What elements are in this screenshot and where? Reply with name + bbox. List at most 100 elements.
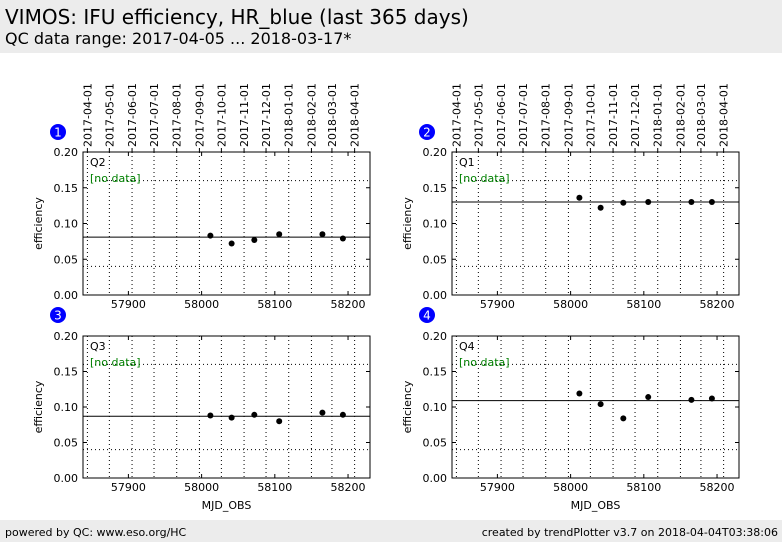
data-point [597, 204, 604, 211]
plot-panel-2: 0.00 0.05 0.10 0.15 0.20 57900 58000 58100 58200… [401, 83, 740, 311]
panel-number-badge [50, 124, 66, 140]
x-tick-label: 58200 [700, 298, 735, 311]
page-title: VIMOS: IFU efficiency, HR_blue (last 365… [5, 5, 469, 29]
date-tick-label: 2017-11-01 [607, 83, 620, 147]
panel-number-badge [419, 124, 435, 140]
date-tick-label: 2017-04-01 [81, 83, 94, 147]
x-axis-label: MJD_OBS [571, 499, 621, 512]
date-tick-label: 2017-08-01 [540, 83, 553, 147]
x-tick-label: 58100 [626, 298, 661, 311]
y-tick-label: 0.00 [423, 472, 448, 485]
date-tick-label: 2017-08-01 [171, 83, 184, 147]
y-tick-label: 0.05 [54, 253, 79, 266]
x-tick-label: 58000 [184, 298, 219, 311]
x-tick-label: 58200 [331, 298, 366, 311]
y-axis-label: efficiency [32, 197, 45, 250]
y-tick-label: 0.10 [423, 401, 448, 414]
date-tick-label: 2017-09-01 [562, 83, 575, 147]
y-tick-label: 0.05 [423, 253, 448, 266]
y-tick-label: 0.15 [54, 366, 79, 379]
y-tick-label: 0.20 [423, 330, 448, 343]
data-point [688, 396, 695, 403]
y-tick-label: 0.20 [54, 330, 79, 343]
data-point [276, 231, 283, 238]
y-tick-label: 0.10 [423, 218, 448, 231]
data-point [207, 412, 214, 419]
date-tick-label: 2017-09-01 [193, 83, 206, 147]
y-tick-label: 0.05 [423, 437, 448, 450]
plot-panel-3: 0.00 0.05 0.10 0.15 0.20 57900 58000 58100 58200… [32, 307, 371, 512]
panel-number-badge [419, 307, 435, 323]
data-point [228, 414, 235, 421]
y-tick-label: 0.00 [423, 289, 448, 302]
panel-number-label: 3 [54, 309, 62, 323]
data-point [576, 390, 583, 397]
x-tick-label: 58200 [331, 481, 366, 494]
y-tick-label: 0.10 [54, 218, 79, 231]
header-bar: VIMOS: IFU efficiency, HR_blue (last 365… [0, 0, 782, 53]
data-point [688, 199, 695, 206]
x-tick-label: 58000 [553, 298, 588, 311]
x-tick-label: 58100 [626, 481, 661, 494]
date-tick-label: 2017-05-01 [472, 83, 485, 147]
x-tick-label: 57900 [111, 481, 146, 494]
y-axis-label: efficiency [401, 380, 414, 433]
data-point [620, 415, 627, 422]
date-tick-label: 2017-05-01 [103, 83, 116, 147]
panel-number-label: 1 [54, 126, 62, 140]
data-point [319, 409, 326, 416]
page-subtitle: QC data range: 2017-04-05 ... 2018-03-17… [5, 29, 352, 48]
date-tick-label: 2018-04-01 [349, 83, 362, 147]
y-tick-label: 0.00 [54, 472, 79, 485]
x-tick-label: 58100 [257, 298, 292, 311]
y-axis-label: efficiency [32, 380, 45, 433]
footer-created-by: created by trendPlotter v3.7 on 2018-04-… [481, 526, 778, 539]
x-tick-label: 58100 [257, 481, 292, 494]
data-point [339, 235, 346, 242]
quadrant-label: Q1 [459, 156, 475, 169]
date-tick-label: 2018-04-01 [718, 83, 731, 147]
y-tick-label: 0.00 [54, 289, 79, 302]
data-point [620, 199, 627, 206]
plot-panel-1: 0.00 0.05 0.10 0.15 0.20 57900 58000 58100 58200… [32, 83, 371, 311]
no-data-note: [no data] [459, 172, 510, 185]
panel-number-label: 4 [423, 309, 431, 323]
date-tick-label: 2018-01-01 [652, 83, 665, 147]
y-tick-label: 0.20 [423, 146, 448, 159]
y-tick-label: 0.15 [54, 182, 79, 195]
y-axis-label: efficiency [401, 197, 414, 250]
data-point [708, 395, 715, 402]
data-point [645, 199, 652, 206]
date-tick-label: 2017-06-01 [126, 83, 139, 147]
data-point [251, 236, 258, 243]
date-tick-label: 2017-10-01 [584, 83, 597, 147]
data-point [251, 411, 258, 418]
date-tick-label: 2017-11-01 [238, 83, 251, 147]
x-tick-label: 57900 [480, 481, 515, 494]
date-tick-label: 2017-10-01 [215, 83, 228, 147]
date-tick-label: 2018-01-01 [283, 83, 296, 147]
panel-number-label: 2 [423, 126, 431, 140]
x-axis-label: MJD_OBS [202, 499, 252, 512]
date-tick-label: 2017-06-01 [495, 83, 508, 147]
y-tick-label: 0.10 [54, 401, 79, 414]
date-tick-label: 2017-12-01 [629, 83, 642, 147]
data-point [319, 231, 326, 238]
no-data-note: [no data] [90, 356, 141, 369]
date-tick-label: 2018-03-01 [695, 83, 708, 147]
data-point [228, 240, 235, 247]
data-point [708, 199, 715, 206]
footer-bar: powered by QC: www.eso.org/HC created by… [0, 520, 782, 542]
y-tick-label: 0.15 [423, 366, 448, 379]
footer-powered-by: powered by QC: www.eso.org/HC [5, 526, 187, 539]
date-tick-label: 2018-02-01 [674, 83, 687, 147]
date-tick-label: 2017-04-01 [450, 83, 463, 147]
data-point [645, 394, 652, 401]
data-point [276, 418, 283, 425]
y-tick-label: 0.20 [54, 146, 79, 159]
no-data-note: [no data] [90, 172, 141, 185]
quadrant-label: Q4 [459, 340, 475, 353]
data-point [597, 401, 604, 408]
x-tick-label: 58200 [700, 481, 735, 494]
